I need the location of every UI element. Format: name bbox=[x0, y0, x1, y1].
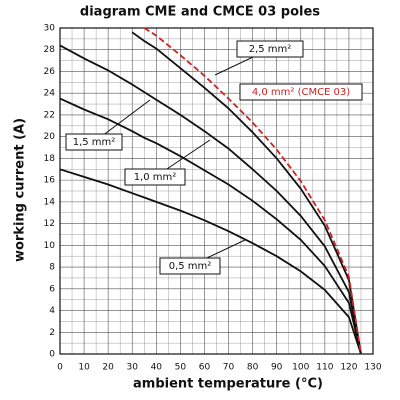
series-label: 2,5 mm² bbox=[249, 44, 292, 55]
series-label: 4,0 mm² (CMCE 03) bbox=[252, 87, 350, 98]
label-box bbox=[236, 40, 304, 58]
y-tick-label: 26 bbox=[44, 67, 56, 77]
y-tick-label: 28 bbox=[44, 45, 56, 55]
plot-frame bbox=[59, 27, 374, 355]
x-tick-label: 130 bbox=[364, 363, 381, 373]
y-tick-label: 14 bbox=[44, 197, 56, 207]
x-tick-label: 20 bbox=[102, 363, 114, 373]
x-tick-label: 80 bbox=[247, 363, 259, 373]
y-tick-label: 16 bbox=[44, 176, 56, 186]
series-label: 1,0 mm² bbox=[134, 172, 177, 183]
label-box bbox=[65, 133, 123, 151]
series-line bbox=[59, 168, 362, 355]
y-tick-label: 10 bbox=[44, 241, 56, 251]
chart-title: diagram CME and CMCE 03 poles bbox=[80, 5, 320, 20]
series-label: 1,5 mm² bbox=[73, 137, 116, 148]
x-tick-label: 90 bbox=[271, 363, 283, 373]
series-label: 0,5 mm² bbox=[169, 261, 212, 272]
x-tick-label: 40 bbox=[151, 363, 163, 373]
y-tick-label: 8 bbox=[49, 263, 55, 273]
label-box bbox=[124, 168, 186, 186]
y-tick-label: 24 bbox=[44, 89, 56, 99]
series-line bbox=[131, 31, 362, 355]
x-tick-label: 0 bbox=[57, 363, 63, 373]
x-tick-label: 10 bbox=[78, 363, 90, 373]
y-tick-label: 4 bbox=[49, 306, 55, 316]
lines bbox=[59, 27, 362, 355]
series-line bbox=[59, 97, 362, 355]
series-line bbox=[143, 27, 362, 355]
y-tick-label: 22 bbox=[44, 110, 55, 120]
y-tick-label: 18 bbox=[44, 154, 56, 164]
grid: 0 10 20 30 40 50 60 70 80 90 100 110 120 130024681012… bbox=[44, 24, 382, 373]
x-tick-label: 50 bbox=[175, 363, 187, 373]
x-tick-label: 30 bbox=[127, 363, 139, 373]
y-tick-label: 12 bbox=[44, 219, 55, 229]
x-tick-label: 120 bbox=[340, 363, 357, 373]
series-line bbox=[59, 44, 362, 355]
annotations: 0,5 mm² 1,0 mm² 1,5 mm² 2,5 mm² 4,0 mm² (CMC… bbox=[65, 40, 363, 275]
y-axis-label: working current (A) bbox=[13, 118, 28, 262]
x-tick-label: 70 bbox=[223, 363, 235, 373]
y-tick-label: 6 bbox=[49, 284, 55, 294]
label-box bbox=[239, 83, 363, 101]
x-tick-label: 60 bbox=[199, 363, 211, 373]
y-tick-label: 30 bbox=[44, 24, 56, 34]
y-tick-label: 2 bbox=[49, 328, 55, 338]
label-box bbox=[159, 257, 221, 275]
x-tick-label: 110 bbox=[316, 363, 333, 373]
x-tick-label: 100 bbox=[292, 363, 309, 373]
y-tick-label: 20 bbox=[44, 132, 56, 142]
x-axis-label: ambient temperature (°C) bbox=[133, 377, 323, 392]
y-tick-label: 0 bbox=[49, 350, 55, 360]
